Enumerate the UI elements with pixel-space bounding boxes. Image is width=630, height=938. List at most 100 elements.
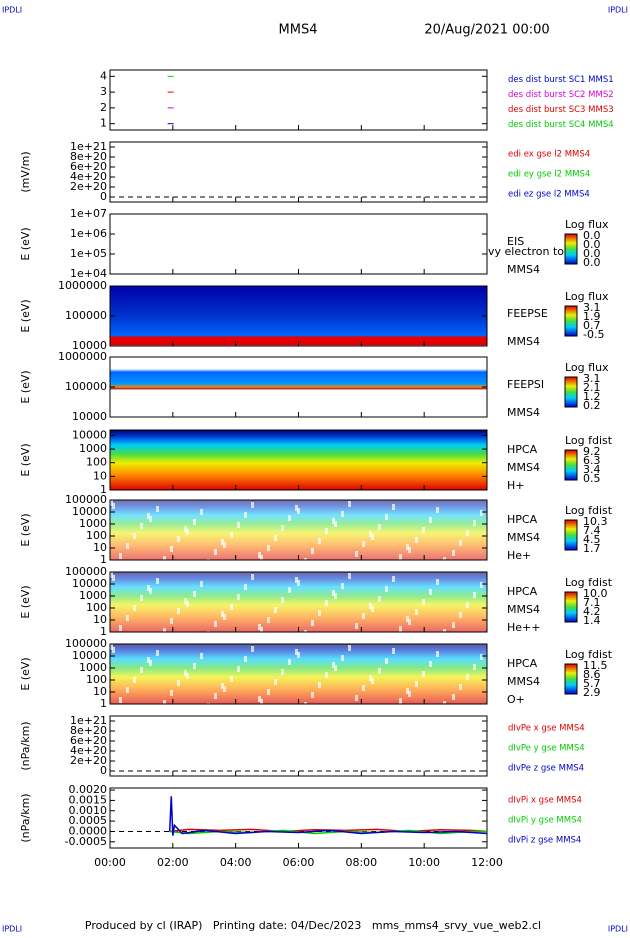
speckle: [274, 607, 277, 613]
speckle: [214, 549, 217, 555]
colorbar-tick-label: 6.3: [583, 454, 601, 467]
speckle: [163, 556, 166, 562]
y-axis-label: E (eV): [19, 657, 32, 690]
colorbar-tick-label: 8.6: [583, 668, 601, 681]
speckle: [207, 559, 210, 565]
y-tick-label: 1000000: [58, 350, 107, 363]
speckle: [230, 532, 233, 538]
speckle: [110, 572, 113, 578]
speckle: [200, 581, 203, 587]
speckle: [355, 695, 358, 701]
speckle: [156, 650, 159, 656]
speckle: [466, 674, 469, 680]
y-tick-label: 1000: [79, 661, 107, 674]
speckle: [369, 531, 372, 537]
speckle: [193, 663, 196, 669]
x-tick-label: 04:00: [220, 856, 252, 869]
speckle: [140, 667, 143, 673]
speckle: [371, 606, 374, 612]
speckle: [341, 511, 344, 517]
legend-entry: dIvPi x gse MMS4: [508, 796, 582, 806]
speckle: [378, 668, 381, 674]
colorbar: [564, 449, 578, 481]
colorbar-tick-label: 3.1: [583, 301, 601, 314]
speckle: [415, 609, 418, 615]
spectrogram: [110, 430, 487, 490]
colorbar-tick-label: 11.5: [583, 659, 608, 672]
speckle: [230, 604, 233, 610]
speckle: [348, 501, 351, 507]
speckle: [184, 598, 187, 604]
speckle: [348, 573, 351, 579]
y-tick-label: 100: [86, 601, 107, 614]
speckle: [112, 503, 115, 509]
speckle: [408, 547, 411, 553]
speckle: [119, 697, 122, 703]
speckle: [244, 512, 247, 518]
plot-frame: [109, 715, 488, 777]
speckle: [295, 505, 298, 511]
speckle: [406, 688, 409, 694]
plot-frame: [109, 787, 488, 849]
y-tick-label: 1: [100, 117, 107, 130]
speckle: [341, 583, 344, 589]
colorbar: [564, 519, 578, 551]
colorbar-tick-label: 9.2: [583, 445, 601, 458]
y-axis-label: (mV/m): [19, 151, 32, 192]
y-tick-label: 0: [100, 190, 107, 203]
colorbar-tick-label: 1.9: [583, 310, 601, 323]
y-axis-label: (nPa/km): [19, 793, 32, 842]
speckle: [274, 679, 277, 685]
panel-label: MMS4: [507, 675, 540, 688]
speckle: [429, 661, 432, 667]
speckle: [385, 514, 388, 520]
y-tick-label: 1: [100, 625, 107, 638]
speckle: [267, 545, 270, 551]
spectrogram: [110, 286, 487, 346]
colorbar-tick-label: 7.4: [583, 524, 601, 537]
speckle: [295, 577, 298, 583]
speckle: [378, 596, 381, 602]
speckle: [149, 516, 152, 522]
y-tick-label: 10: [93, 613, 107, 626]
y-tick-label: 4e+20: [70, 744, 107, 757]
speckle: [140, 523, 143, 529]
y-tick-label: 10000: [72, 428, 107, 441]
speckle: [318, 610, 321, 616]
legend-entry: des dist burst SC2 MMS2: [508, 90, 614, 100]
spectrogram: [110, 357, 487, 417]
speckle: [288, 587, 291, 593]
colorbar-tick-label: 3.1: [583, 372, 601, 385]
y-tick-label: 10: [93, 469, 107, 482]
speckle: [214, 693, 217, 699]
y-tick-label: 0.0000: [69, 824, 108, 837]
speckle: [184, 670, 187, 676]
y-tick-label: 100000: [65, 637, 107, 650]
speckle: [177, 536, 180, 542]
speckle: [110, 644, 113, 650]
speckle: [126, 615, 129, 621]
colorbar: [564, 305, 578, 337]
speckle: [334, 593, 337, 599]
y-tick-label: 1000: [79, 517, 107, 530]
speckle: [177, 608, 180, 614]
panel-label: HPCA: [507, 585, 538, 598]
speckle: [362, 541, 365, 547]
legend-entry: edi ex gse l2 MMS4: [508, 150, 590, 160]
speckle: [297, 508, 300, 514]
speckle: [237, 666, 240, 672]
y-axis-label: (nPa/km): [19, 721, 32, 770]
x-tick-label: 00:00: [94, 856, 126, 869]
speckle: [170, 618, 173, 624]
speckle: [258, 624, 261, 630]
speckle: [177, 680, 180, 686]
y-tick-label: 0.0010: [69, 804, 108, 817]
speckle: [385, 586, 388, 592]
speckle: [480, 582, 483, 588]
speckle: [408, 691, 411, 697]
speckle: [133, 533, 136, 539]
speckle: [221, 611, 224, 617]
speckle: [297, 580, 300, 586]
colorbar-title: Log fdist: [565, 434, 613, 447]
corner-label: IPDLI: [608, 925, 628, 934]
